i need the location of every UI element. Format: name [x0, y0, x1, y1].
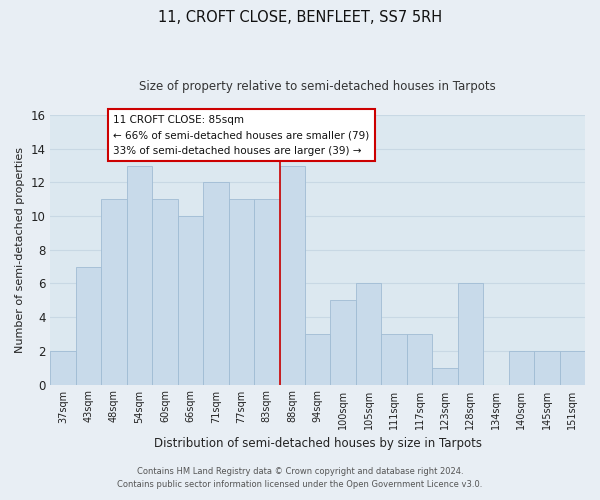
Bar	[101, 199, 127, 384]
Bar	[331, 300, 356, 384]
Bar	[76, 266, 101, 384]
Bar	[254, 199, 280, 384]
Title: Size of property relative to semi-detached houses in Tarpots: Size of property relative to semi-detach…	[139, 80, 496, 93]
Bar	[203, 182, 229, 384]
Bar	[560, 351, 585, 384]
Bar	[178, 216, 203, 384]
Bar	[534, 351, 560, 384]
Bar	[229, 199, 254, 384]
Bar	[458, 284, 483, 384]
Bar	[509, 351, 534, 384]
Bar	[50, 351, 76, 384]
Bar	[305, 334, 331, 384]
Bar	[356, 284, 382, 384]
Bar	[127, 166, 152, 384]
Bar	[280, 166, 305, 384]
X-axis label: Distribution of semi-detached houses by size in Tarpots: Distribution of semi-detached houses by …	[154, 437, 482, 450]
Text: 11, CROFT CLOSE, BENFLEET, SS7 5RH: 11, CROFT CLOSE, BENFLEET, SS7 5RH	[158, 10, 442, 25]
Bar	[432, 368, 458, 384]
Bar	[407, 334, 432, 384]
Bar	[152, 199, 178, 384]
Text: Contains HM Land Registry data © Crown copyright and database right 2024.
Contai: Contains HM Land Registry data © Crown c…	[118, 468, 482, 489]
Bar	[382, 334, 407, 384]
Text: 11 CROFT CLOSE: 85sqm
← 66% of semi-detached houses are smaller (79)
33% of semi: 11 CROFT CLOSE: 85sqm ← 66% of semi-deta…	[113, 114, 370, 156]
Y-axis label: Number of semi-detached properties: Number of semi-detached properties	[15, 147, 25, 353]
